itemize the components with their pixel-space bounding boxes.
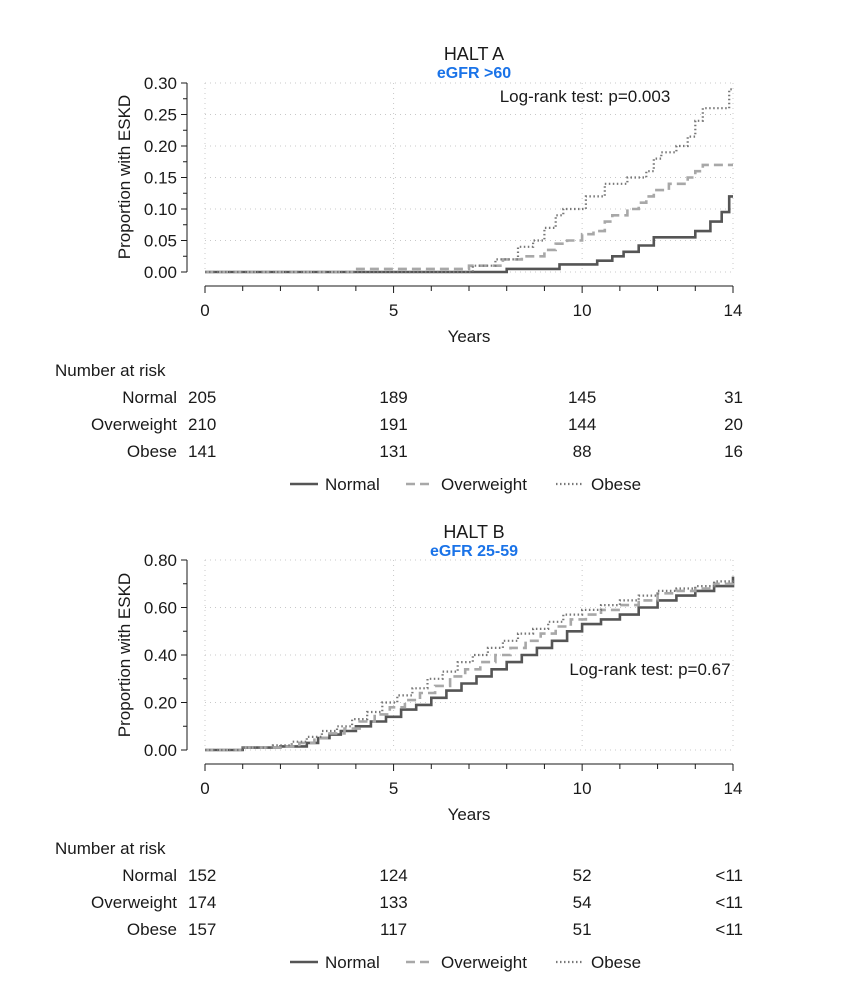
chart-title: HALT B (443, 522, 504, 542)
x-tick-label: 5 (389, 301, 398, 320)
risk-value: 189 (379, 388, 407, 407)
grid-lines (204, 559, 734, 751)
legend-label-obese: Obese (591, 475, 641, 494)
y-tick-label: 0.40 (144, 646, 177, 665)
risk-value: 152 (188, 866, 216, 885)
legend-label-normal: Normal (325, 475, 380, 494)
risk-value: 20 (724, 415, 743, 434)
risk-value: 141 (188, 442, 216, 461)
risk-value: 191 (379, 415, 407, 434)
chart-subtitle: eGFR >60 (437, 65, 511, 82)
y-tick-label: 0.00 (144, 263, 177, 282)
risk-value: <11 (715, 893, 743, 912)
x-axis-label: Years (448, 805, 491, 824)
series-line-obese (205, 88, 733, 274)
risk-value: 210 (188, 415, 216, 434)
risk-value: 54 (573, 893, 592, 912)
legend-label-overweight: Overweight (441, 475, 527, 494)
y-tick-label: 0.20 (144, 694, 177, 713)
y-tick-label: 0.60 (144, 599, 177, 618)
risk-row-label: Obese (127, 442, 177, 461)
x-tick-label: 10 (573, 301, 592, 320)
x-tick-label: 14 (724, 779, 743, 798)
series-line-obese (205, 579, 735, 752)
y-axis-label: Proportion with ESKD (115, 95, 134, 259)
y-tick-label: 0.30 (144, 74, 177, 93)
risk-table-header: Number at risk (55, 839, 166, 858)
y-tick-label: 0.20 (144, 137, 177, 156)
risk-value: 52 (573, 866, 592, 885)
series-line-normal (205, 195, 733, 274)
y-tick-label: 0.15 (144, 169, 177, 188)
y-tick-label: 0.05 (144, 232, 177, 251)
x-tick-label: 10 (573, 779, 592, 798)
logrank-annotation: Log-rank test: p=0.67 (569, 660, 730, 679)
risk-value: 31 (724, 388, 743, 407)
risk-value: 205 (188, 388, 216, 407)
risk-row-label: Normal (122, 388, 177, 407)
risk-value: 16 (724, 442, 743, 461)
risk-value: 88 (573, 442, 592, 461)
grid-lines (204, 82, 734, 273)
legend-label-normal: Normal (325, 953, 380, 972)
risk-value: 51 (573, 920, 592, 939)
y-tick-label: 0.25 (144, 106, 177, 125)
risk-row-label: Overweight (91, 415, 177, 434)
risk-table-header: Number at risk (55, 361, 166, 380)
legend-label-obese: Obese (591, 953, 641, 972)
risk-value: 157 (188, 920, 216, 939)
risk-value: 117 (380, 920, 407, 939)
risk-row-label: Overweight (91, 893, 177, 912)
series-line-overweight (205, 163, 733, 274)
legend-label-overweight: Overweight (441, 953, 527, 972)
y-tick-label: 0.80 (144, 551, 177, 570)
chart-subtitle: eGFR 25-59 (430, 543, 518, 560)
x-tick-label: 14 (724, 301, 743, 320)
x-tick-label: 0 (200, 779, 209, 798)
chart-title: HALT A (444, 44, 504, 64)
y-tick-label: 0.10 (144, 200, 177, 219)
risk-value: 144 (568, 415, 596, 434)
logrank-annotation: Log-rank test: p=0.003 (500, 87, 671, 106)
risk-value: <11 (715, 920, 743, 939)
y-tick-label: 0.00 (144, 741, 177, 760)
x-tick-label: 0 (200, 301, 209, 320)
risk-value: <11 (715, 866, 743, 885)
risk-value: 124 (379, 866, 407, 885)
risk-value: 145 (568, 388, 596, 407)
y-axis-label: Proportion with ESKD (115, 573, 134, 737)
risk-value: 131 (379, 442, 407, 461)
risk-value: 133 (379, 893, 407, 912)
x-axis-label: Years (448, 327, 491, 346)
risk-row-label: Normal (122, 866, 177, 885)
x-tick-label: 5 (389, 779, 398, 798)
risk-value: 174 (188, 893, 216, 912)
risk-row-label: Obese (127, 920, 177, 939)
series-line-overweight (205, 579, 735, 752)
